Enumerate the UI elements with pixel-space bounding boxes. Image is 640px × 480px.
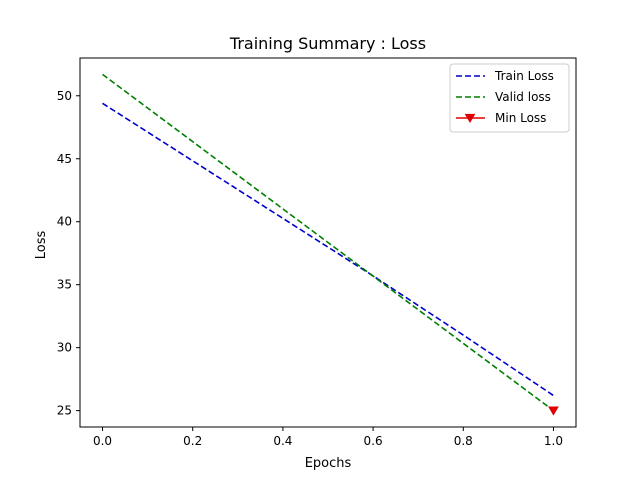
legend-min-loss-label: Min Loss	[495, 111, 546, 125]
y-tick-label: 35	[57, 278, 72, 292]
y-axis-label: Loss	[34, 231, 49, 260]
x-tick-label: 0.0	[93, 434, 112, 448]
y-tick-label: 50	[57, 89, 72, 103]
x-axis-label: Epochs	[305, 456, 352, 471]
x-tick-label: 1.0	[544, 434, 563, 448]
axes-frame	[79, 57, 577, 428]
plot-area	[102, 73, 559, 416]
y-tick-label: 45	[57, 152, 72, 166]
x-axis: 0.0 0.2 0.4 0.6 0.8 1.0	[93, 427, 563, 448]
chart-title: Training Summary : Loss	[229, 34, 426, 53]
valid-loss-line	[102, 73, 554, 412]
legend-min-loss-marker	[464, 113, 476, 124]
y-tick-label: 30	[57, 341, 72, 355]
legend-train-loss-label: Train Loss	[494, 69, 554, 83]
x-tick-label: 0.4	[273, 434, 292, 448]
train-loss-line	[102, 102, 554, 397]
y-axis: 25 30 35 40 45 50	[57, 89, 80, 418]
y-tick-label: 25	[57, 404, 72, 418]
x-tick-label: 0.2	[183, 434, 202, 448]
x-tick-label: 0.6	[364, 434, 383, 448]
legend-valid-loss-label: Valid loss	[495, 90, 551, 104]
y-tick-label: 40	[57, 215, 72, 229]
legend-box	[449, 63, 570, 133]
min-loss-marker	[548, 406, 559, 416]
x-tick-label: 0.8	[454, 434, 473, 448]
legend: Train Loss Valid loss Min Loss	[449, 63, 570, 133]
